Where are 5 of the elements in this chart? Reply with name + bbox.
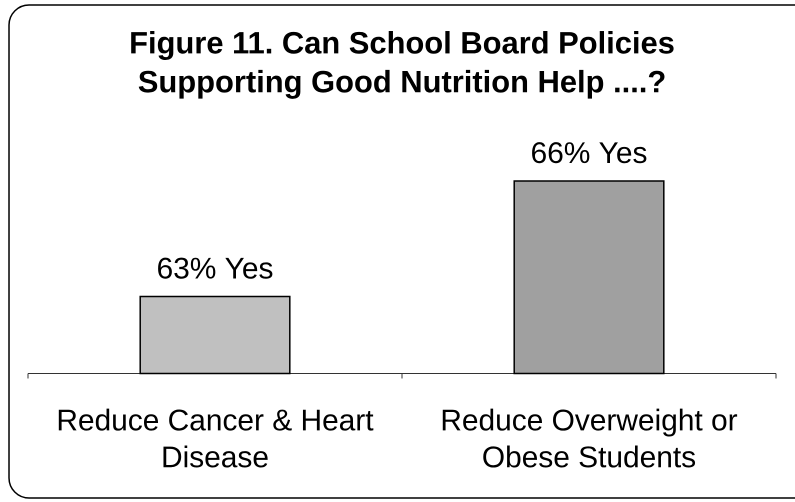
data-label: 63% Yes (158, 258, 272, 279)
x-tick-label: Reduce Overweight or Obese Students (442, 408, 738, 468)
chart-title: Figure 11. Can School Board Policies Supporting Good Nutrition Help ....? (131, 31, 674, 99)
x-tick-label: Reduce Cancer & Heart Disease (58, 408, 374, 468)
data-label: 66% Yes (532, 142, 646, 164)
